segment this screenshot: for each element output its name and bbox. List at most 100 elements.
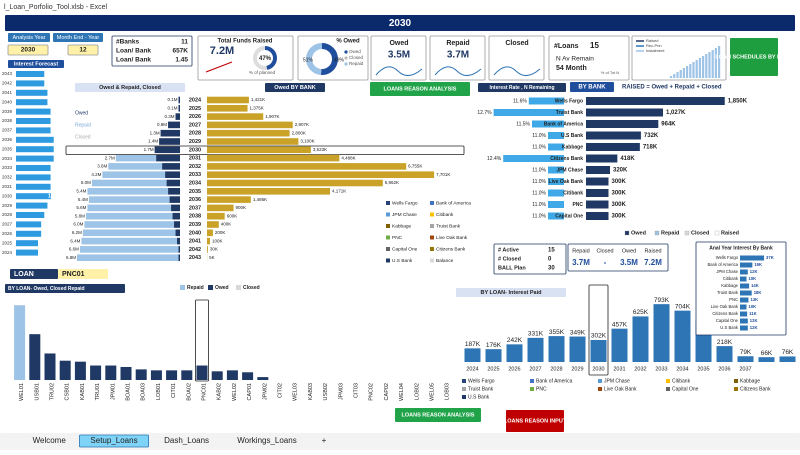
kpi-title: Repaid bbox=[446, 40, 469, 47]
year-label: 2026 bbox=[508, 366, 520, 372]
year-label: 2025 bbox=[487, 366, 499, 372]
owed-bank-title: Owed BY BANK bbox=[274, 85, 315, 91]
legend-swatch bbox=[530, 379, 534, 383]
donut-label: 51% bbox=[303, 57, 314, 63]
totals-value: 3.5M bbox=[620, 258, 638, 267]
forecast-bar bbox=[16, 90, 47, 96]
month-end-button-label[interactable]: Month End - Year bbox=[57, 35, 100, 41]
sheet-tab-label[interactable]: Setup_Loans bbox=[90, 436, 137, 445]
legend-label: Citibank bbox=[436, 212, 454, 218]
legend-swatch bbox=[530, 387, 534, 391]
loan-id: JPM01 bbox=[110, 383, 116, 400]
owed-bank-bar bbox=[207, 213, 225, 220]
sheet-tab-label[interactable]: + bbox=[322, 436, 327, 445]
owed-repaid-bar bbox=[116, 155, 156, 162]
schedule-deco bbox=[689, 64, 691, 78]
bar-label: 1.3M bbox=[150, 130, 160, 135]
sheet-tab-label[interactable]: Dash_Loans bbox=[164, 436, 209, 445]
legend-swatch bbox=[666, 379, 670, 383]
bar-label: 5.6M bbox=[76, 205, 86, 210]
sheet-tab-label[interactable]: Welcome bbox=[33, 436, 67, 445]
loan-bar bbox=[105, 366, 116, 380]
legend-swatch bbox=[386, 259, 390, 263]
forecast-bar bbox=[16, 231, 41, 237]
owed-bank-bar bbox=[207, 221, 219, 228]
bar-label: 964K bbox=[661, 122, 676, 128]
bar-label: 6,755K bbox=[408, 164, 422, 169]
owed-repaid-bar bbox=[173, 213, 180, 220]
bybank-bar bbox=[586, 155, 617, 163]
bank-name: Capital One bbox=[716, 318, 739, 323]
paid-bar bbox=[591, 340, 607, 362]
schedule-deco bbox=[683, 68, 685, 78]
legend-label: Kabbage bbox=[392, 223, 412, 229]
loan-id: CSB01 bbox=[65, 383, 71, 400]
month-cell-value[interactable]: 12 bbox=[79, 47, 87, 54]
schedule-deco bbox=[715, 48, 717, 78]
bar-label: 18K bbox=[754, 290, 762, 295]
forecast-bar bbox=[16, 118, 51, 124]
kpi-title: Owed bbox=[389, 40, 408, 47]
legend-label: U.S Bank bbox=[468, 394, 490, 400]
loan-id: CIT01 bbox=[171, 383, 177, 398]
schedules-button-label[interactable]: LOAN SCHEDULES BY LOAN bbox=[715, 54, 792, 60]
owed-bank-bar bbox=[207, 97, 249, 104]
schedule-deco bbox=[692, 62, 694, 78]
year-label: 2036 bbox=[718, 366, 730, 372]
legend-swatch bbox=[430, 236, 434, 240]
legend-swatch bbox=[430, 201, 434, 205]
rate-bar bbox=[548, 201, 564, 208]
forecast-year: 2036 bbox=[2, 137, 13, 142]
bank-name: Truist Bank bbox=[717, 290, 739, 295]
bybank-bar bbox=[586, 201, 609, 209]
reason-input-button-label[interactable]: LOANS REASON INPUT bbox=[504, 418, 567, 424]
loan-id: BOA01 bbox=[125, 383, 131, 401]
owed-repaid-bar bbox=[77, 254, 179, 261]
year-label: 2035 bbox=[697, 366, 709, 372]
schedule-deco bbox=[718, 46, 720, 78]
legend-label: Citizens Bank bbox=[740, 386, 771, 392]
bar-label: 349K bbox=[570, 329, 586, 336]
legend-swatch bbox=[734, 379, 738, 383]
bar-label: 176K bbox=[486, 342, 502, 349]
loan-bar bbox=[151, 370, 162, 380]
legend-label: JPM Chase bbox=[392, 212, 417, 218]
bybank-bar bbox=[586, 143, 640, 151]
legend-label: Wells Fargo bbox=[392, 200, 418, 206]
totals-value: - bbox=[604, 258, 607, 267]
year-cell-value[interactable]: 2030 bbox=[21, 47, 36, 54]
year-label: 2024 bbox=[189, 97, 202, 103]
forecast-bar bbox=[16, 109, 51, 115]
legend-label: Repaid bbox=[187, 285, 204, 291]
bar-label: 2,800K bbox=[292, 130, 306, 135]
bar-label: 19K bbox=[754, 262, 762, 267]
forecast-year: 2024 bbox=[2, 250, 13, 255]
reason-bottom-button-label[interactable]: LOANS REASON ANALYSIS bbox=[402, 412, 475, 418]
owed-repaid-bar bbox=[87, 188, 168, 195]
owed-repaid-bar bbox=[179, 97, 180, 104]
reason-top-button-label[interactable]: LOANS REASON ANALYSIS bbox=[384, 86, 457, 92]
bybank-bar bbox=[586, 120, 658, 128]
legend-label: Live Oak Bank bbox=[436, 235, 468, 241]
forecast-year: 2043 bbox=[2, 71, 13, 76]
sheet-tab-label[interactable]: Workings_Loans bbox=[237, 436, 296, 445]
header-year: 2030 bbox=[389, 18, 412, 29]
analysis-year-button-label[interactable]: Analysis Year bbox=[12, 35, 45, 41]
loan-bar bbox=[242, 372, 253, 380]
loan-id: USB02 bbox=[323, 383, 329, 400]
funds-title: Total Funds Raised bbox=[218, 39, 273, 45]
forecast-bar bbox=[16, 221, 41, 227]
legend-label: Closed bbox=[691, 230, 709, 236]
forecast-bar bbox=[16, 184, 51, 190]
year-label: 2033 bbox=[189, 172, 201, 178]
forecast-year: 2042 bbox=[2, 81, 13, 86]
year-label: 2041 bbox=[189, 239, 201, 245]
legend-swatch bbox=[386, 224, 390, 228]
bar-label: 11.5% bbox=[516, 121, 530, 127]
year-label: 2029 bbox=[571, 366, 583, 372]
owed-bank-bar bbox=[207, 147, 311, 154]
loan-value[interactable]: PNC01 bbox=[62, 271, 85, 278]
owed-repaid-bar bbox=[102, 171, 165, 178]
bar-label: 6.6M bbox=[69, 247, 79, 252]
bank-name: Wells Fargo bbox=[716, 255, 739, 260]
